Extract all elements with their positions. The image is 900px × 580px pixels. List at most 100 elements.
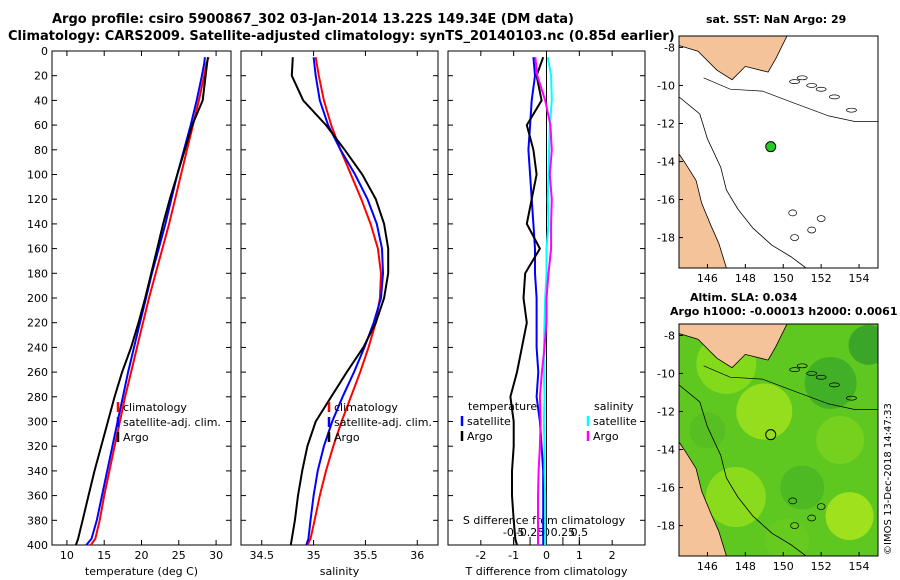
difference-legend-temperature-label: satellite — [467, 415, 511, 428]
temperature-ytick-label: 40 — [34, 94, 48, 107]
salinity-legend-label: climatology — [334, 401, 398, 414]
sst-ytick-label: -16 — [657, 194, 675, 207]
sst-island — [829, 94, 840, 100]
difference-legend-temperature-label: Argo — [467, 430, 493, 443]
sst-depth-contour — [679, 96, 807, 268]
sla-ytick-label: -12 — [657, 405, 675, 418]
difference-xtick-label: -1 — [508, 549, 519, 562]
temperature-ytick-label: 0 — [41, 45, 48, 58]
sst-reef — [788, 209, 798, 217]
temperature-ytick-label: 220 — [27, 317, 48, 330]
difference-salinity-tick-label: 0.25 — [551, 526, 576, 539]
temperature-ytick-label: 380 — [27, 514, 48, 527]
sla-sla-patch — [780, 465, 825, 510]
sla-sla-patch — [848, 324, 878, 365]
sst-island — [815, 86, 827, 92]
salinity-xtick-label: 35 — [307, 549, 321, 562]
temperature-ytick-label: 280 — [27, 391, 48, 404]
chart-title-line1: Argo profile: csiro 5900867_302 03-Jan-2… — [52, 12, 574, 27]
sla-map-caption-line2: Argo h1000: -0.00013 h2000: 0.0061 — [670, 305, 898, 318]
sla-xtick-label: 150 — [773, 560, 794, 573]
sla-island — [846, 395, 857, 401]
temperature-legend-label: Argo — [123, 431, 149, 444]
sst-float-marker — [765, 141, 777, 153]
sla-sla-patch — [689, 412, 726, 449]
temperature-ytick-label: 340 — [27, 465, 48, 478]
temperature-ytick-label: 260 — [27, 366, 48, 379]
sla-sla-patch — [705, 467, 766, 528]
temperature-ytick-label: 160 — [27, 243, 48, 256]
difference-xlabel: T difference from climatology — [465, 565, 628, 578]
sst-reef — [816, 215, 826, 222]
sst-frame — [678, 35, 879, 269]
temperature-series-argo — [74, 57, 209, 546]
temperature-ytick-label: 20 — [34, 70, 48, 83]
temperature-ytick-label: 360 — [27, 490, 48, 503]
temperature-legend-label: climatology — [123, 401, 187, 414]
sla-xtick-label: 146 — [697, 560, 718, 573]
difference-series-s-argo — [534, 57, 553, 545]
salinity-xtick-label: 34.5 — [249, 549, 274, 562]
difference-salinity-tick-label: -0.25 — [516, 526, 544, 539]
sla-reef — [807, 514, 817, 522]
sla-sla-patch — [765, 518, 810, 556]
difference-salinity-tick-label: -0.5 — [503, 526, 524, 539]
sla-float-marker — [765, 429, 777, 441]
temperature-ytick-label: 300 — [27, 416, 48, 429]
temperature-xlabel: temperature (deg C) — [85, 565, 198, 578]
sst-depth-contour-north — [703, 77, 878, 122]
temperature-ytick-label: 120 — [27, 193, 48, 206]
sla-island — [815, 374, 827, 380]
temperature-legend-label: satellite-adj. clim. — [123, 416, 221, 429]
sst-xtick-label: 154 — [849, 272, 870, 285]
sla-reef — [788, 497, 798, 505]
sla-ytick-label: -8 — [664, 329, 675, 342]
temperature-ytick-label: 60 — [34, 119, 48, 132]
difference-legend-salinity-label: Argo — [593, 430, 619, 443]
sla-sla-patch — [825, 492, 874, 541]
sla-sla-patch — [816, 416, 865, 464]
temperature-plot-frame — [51, 50, 232, 546]
sst-island — [846, 107, 857, 113]
sla-frame — [678, 323, 879, 557]
salinity-xlabel: salinity — [320, 565, 360, 578]
sla-island — [796, 363, 808, 369]
sst-map-layer — [679, 36, 878, 268]
sla-xtick-label: 152 — [811, 560, 832, 573]
sla-sla-patch — [736, 383, 793, 440]
sla-sla-patch — [804, 356, 857, 409]
sla-land-png — [679, 324, 788, 369]
sst-reef — [807, 226, 817, 234]
temperature-ytick-label: 400 — [27, 539, 48, 552]
sla-map-layer — [679, 324, 878, 556]
sst-ytick-label: -12 — [657, 117, 675, 130]
sla-xtick-label: 154 — [849, 560, 870, 573]
salinity-legend-label: satellite-adj. clim. — [334, 416, 432, 429]
sst-island — [806, 83, 818, 88]
temperature-ytick-label: 320 — [27, 440, 48, 453]
difference-legend-temperature-title: temperature — [468, 400, 537, 413]
temperature-ytick-label: 100 — [27, 169, 48, 182]
salinity-series-argo — [289, 57, 390, 546]
temperature-ytick-label: 200 — [27, 292, 48, 305]
salinity-legend-label: Argo — [334, 431, 360, 444]
difference-legend-salinity-title: salinity — [594, 400, 634, 413]
sla-xtick-label: 148 — [735, 560, 756, 573]
sst-ytick-label: -18 — [657, 232, 675, 245]
difference-xtick-label: 2 — [609, 549, 616, 562]
temperature-xtick-label: 10 — [60, 549, 74, 562]
sla-ytick-label: -10 — [657, 367, 675, 380]
sst-ytick-label: -10 — [657, 79, 675, 92]
salinity-xtick-label: 36 — [410, 549, 424, 562]
difference-xtick-label: 0 — [543, 549, 550, 562]
sst-map-caption: sat. SST: NaN Argo: 29 — [706, 13, 847, 26]
sst-xtick-label: 150 — [773, 272, 794, 285]
temperature-ytick-label: 180 — [27, 267, 48, 280]
temperature-xtick-label: 25 — [172, 549, 186, 562]
sst-island — [796, 75, 808, 81]
difference-salinity-tick-label: 0 — [543, 526, 550, 539]
sla-reef — [816, 503, 826, 510]
temperature-xtick-label: 20 — [135, 549, 149, 562]
temperature-ytick-label: 240 — [27, 341, 48, 354]
